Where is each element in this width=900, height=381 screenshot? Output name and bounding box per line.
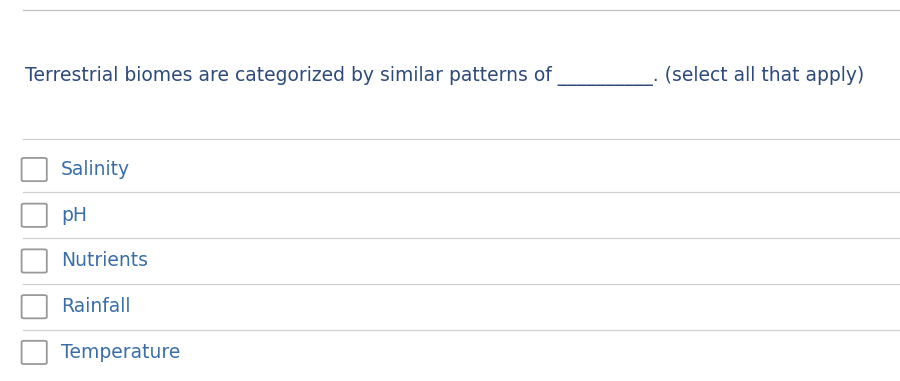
Text: Temperature: Temperature <box>61 343 181 362</box>
Text: Salinity: Salinity <box>61 160 130 179</box>
Text: Nutrients: Nutrients <box>61 251 148 271</box>
Text: Terrestrial biomes are categorized by similar patterns of __________. (select al: Terrestrial biomes are categorized by si… <box>25 66 864 86</box>
Text: pH: pH <box>61 206 87 225</box>
Text: Rainfall: Rainfall <box>61 297 130 316</box>
